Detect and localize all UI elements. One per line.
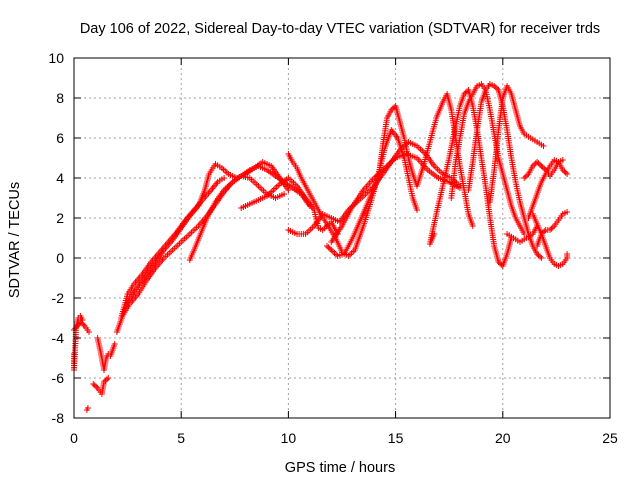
data-point xyxy=(495,259,502,265)
data-point xyxy=(281,191,288,197)
y-tick-label: -6 xyxy=(52,370,65,386)
data-point xyxy=(564,171,571,177)
axes: 0 5 10 15 20 25 -8 -6 -4 -2 0 2 4 6 8 10 xyxy=(48,50,618,446)
plot-points xyxy=(71,81,571,413)
data-point xyxy=(538,255,545,261)
x-tick-label: 25 xyxy=(602,430,618,446)
data-point xyxy=(537,161,543,168)
data-point xyxy=(494,85,501,92)
data-point xyxy=(538,163,545,169)
data-point xyxy=(101,379,107,385)
data-point xyxy=(559,157,566,163)
y-tick-label: 6 xyxy=(56,130,64,146)
data-point xyxy=(79,317,86,323)
data-point xyxy=(538,231,545,237)
data-point xyxy=(111,341,118,347)
y-tick-label: 0 xyxy=(56,250,64,266)
data-point xyxy=(324,243,330,249)
data-point xyxy=(522,173,529,180)
data-point xyxy=(105,375,112,381)
data-point xyxy=(469,223,476,229)
data-point xyxy=(285,187,292,193)
y-tick-label: 10 xyxy=(48,50,64,66)
data-point xyxy=(534,159,541,165)
data-point xyxy=(414,207,420,213)
data-point xyxy=(537,253,543,260)
y-tick-label: 4 xyxy=(56,170,64,186)
x-axis-label: GPS time / hours xyxy=(285,460,395,476)
y-tick-label: -2 xyxy=(52,290,65,306)
y-tick-label: 8 xyxy=(56,90,64,106)
data-point xyxy=(103,376,110,383)
data-point xyxy=(564,251,571,257)
plot-frame xyxy=(73,57,611,419)
x-tick-label: 15 xyxy=(388,430,404,446)
data-point xyxy=(221,175,228,181)
data-point xyxy=(78,320,85,327)
data-point xyxy=(86,329,92,335)
data-point xyxy=(492,84,499,91)
x-tick-label: 10 xyxy=(281,430,297,446)
grid-lines xyxy=(74,58,610,418)
data-point xyxy=(84,405,91,411)
x-tick-label: 0 xyxy=(70,430,78,446)
data-point xyxy=(93,383,100,390)
data-point xyxy=(90,381,97,387)
data-point xyxy=(541,228,548,235)
data-point xyxy=(80,321,87,328)
data-point xyxy=(524,172,531,179)
data-point xyxy=(564,209,571,215)
y-tick-label: -4 xyxy=(52,330,65,346)
data-point xyxy=(534,251,541,257)
data-point xyxy=(388,107,395,113)
data-point xyxy=(540,143,547,149)
y-tick-label: 2 xyxy=(56,210,64,226)
data-point xyxy=(561,168,568,175)
data-point xyxy=(541,165,548,172)
x-tick-label: 5 xyxy=(177,430,185,446)
y-axis-label: SDTVAR / TECUs xyxy=(7,182,23,298)
chart-title: Day 106 of 2022, Sidereal Day-to-day VTE… xyxy=(80,21,600,37)
x-tick-label: 20 xyxy=(495,430,511,446)
data-point xyxy=(548,225,555,232)
data-point xyxy=(461,91,468,97)
data-point xyxy=(547,227,553,233)
data-point xyxy=(562,169,569,176)
y-tick-label: -8 xyxy=(52,410,65,426)
data-point xyxy=(529,163,536,169)
data-point xyxy=(326,245,333,252)
